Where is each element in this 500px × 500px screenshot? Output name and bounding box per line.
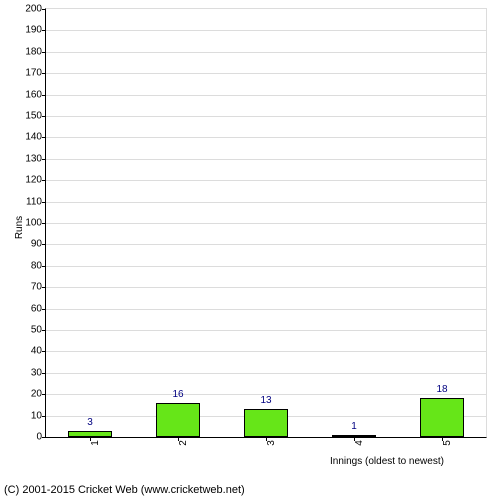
x-tick-label: 2: [178, 440, 189, 446]
gridline-h: [46, 30, 486, 31]
y-tick-label: 80: [31, 260, 42, 271]
bar: [420, 398, 464, 437]
y-tick-mark: [42, 159, 46, 160]
y-tick-mark: [42, 52, 46, 53]
y-tick-mark: [42, 351, 46, 352]
y-tick-label: 20: [31, 389, 42, 400]
y-tick-mark: [42, 30, 46, 31]
gridline-h: [46, 95, 486, 96]
y-tick-mark: [42, 309, 46, 310]
x-axis-title: Innings (oldest to newest): [330, 456, 444, 467]
y-tick-mark: [42, 202, 46, 203]
y-tick-mark: [42, 73, 46, 74]
y-tick-label: 130: [25, 153, 42, 164]
bar: [244, 409, 288, 437]
y-tick-label: 150: [25, 111, 42, 122]
y-tick-label: 50: [31, 325, 42, 336]
x-tick-label: 1: [90, 440, 101, 446]
y-tick-label: 160: [25, 89, 42, 100]
y-tick-mark: [42, 330, 46, 331]
x-tick-label: 3: [266, 440, 277, 446]
gridline-h: [46, 309, 486, 310]
bar: [156, 403, 200, 437]
gridline-h: [46, 73, 486, 74]
gridline-h: [46, 373, 486, 374]
y-tick-mark: [42, 244, 46, 245]
y-tick-label: 10: [31, 410, 42, 421]
gridline-h: [46, 266, 486, 267]
gridline-h: [46, 159, 486, 160]
gridline-h: [46, 137, 486, 138]
y-tick-label: 180: [25, 46, 42, 57]
footer-copyright: (C) 2001-2015 Cricket Web (www.cricketwe…: [4, 484, 245, 496]
y-tick-label: 100: [25, 218, 42, 229]
y-tick-mark: [42, 223, 46, 224]
y-tick-label: 30: [31, 367, 42, 378]
chart-container: 0 10 20 30 40 50 60 70 80 90 100 110 120 130 140 150 160…: [0, 0, 500, 500]
y-tick-label: 60: [31, 303, 42, 314]
gridline-h: [46, 351, 486, 352]
gridline-h: [46, 52, 486, 53]
y-tick-label: 170: [25, 68, 42, 79]
y-tick-mark: [42, 116, 46, 117]
bar-value-label: 16: [172, 389, 183, 400]
y-tick-mark: [42, 95, 46, 96]
y-tick-label: 90: [31, 239, 42, 250]
y-tick-label: 110: [26, 196, 42, 207]
gridline-h: [46, 116, 486, 117]
y-tick-mark: [42, 287, 46, 288]
y-tick-label: 200: [25, 4, 42, 15]
y-tick-mark: [42, 180, 46, 181]
y-tick-mark: [42, 9, 46, 10]
y-tick-mark: [42, 437, 46, 438]
gridline-h: [46, 287, 486, 288]
y-tick-label: 190: [25, 25, 42, 36]
gridline-h: [46, 330, 486, 331]
y-tick-mark: [42, 266, 46, 267]
y-tick-label: 140: [25, 132, 42, 143]
plot-area: 0102030405060708090100110120130140150160…: [45, 8, 487, 438]
bar-value-label: 1: [351, 421, 357, 432]
y-tick-label: 40: [31, 346, 42, 357]
x-tick-label: 5: [442, 440, 453, 446]
x-tick-label: 4: [354, 440, 365, 446]
bar-value-label: 13: [260, 395, 271, 406]
y-axis-title: Runs: [14, 216, 25, 239]
y-tick-mark: [42, 137, 46, 138]
y-tick-mark: [42, 416, 46, 417]
bar-value-label: 3: [87, 417, 93, 428]
gridline-h: [46, 223, 486, 224]
y-tick-mark: [42, 394, 46, 395]
y-tick-label: 70: [31, 282, 42, 293]
bar-value-label: 18: [436, 384, 447, 395]
gridline-h: [46, 202, 486, 203]
y-tick-label: 0: [36, 432, 42, 443]
y-tick-label: 120: [25, 175, 42, 186]
gridline-h: [46, 244, 486, 245]
y-tick-mark: [42, 373, 46, 374]
gridline-h: [46, 180, 486, 181]
